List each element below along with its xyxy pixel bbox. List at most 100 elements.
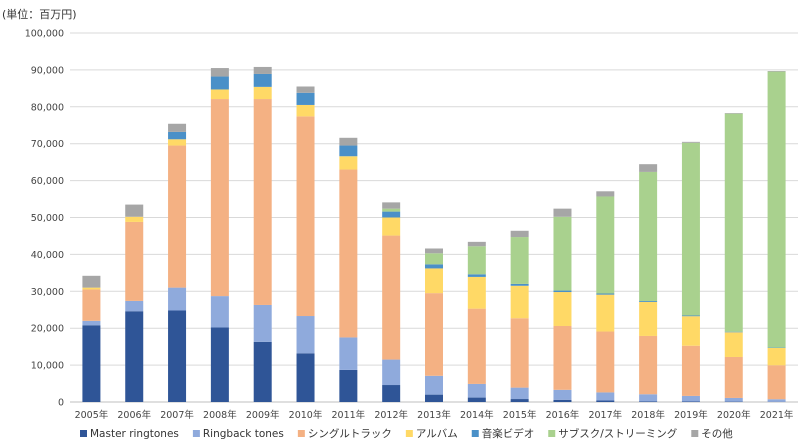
bar-segment (210, 76, 229, 90)
bar-segment (253, 304, 272, 342)
bar-segment (339, 169, 358, 338)
bar-segment (553, 292, 572, 326)
bar-segment (681, 345, 700, 396)
bar-segment (639, 301, 658, 303)
bar-stack (382, 202, 401, 402)
bar-stack (596, 191, 615, 402)
bar-segment (596, 196, 615, 294)
bar-segment (168, 131, 187, 140)
bar-stack (467, 241, 486, 402)
x-tick-label: 2021年 (760, 409, 794, 421)
y-tick-label: 100,000 (25, 29, 64, 40)
bar-stack (296, 86, 315, 402)
bar-segment (168, 287, 187, 311)
bar-segment (82, 320, 101, 326)
bar-segment (253, 341, 272, 402)
y-tick-label: 90,000 (31, 65, 64, 76)
bar-stack (339, 137, 358, 402)
y-tick-label: 60,000 (31, 176, 64, 187)
bar-segment (253, 73, 272, 87)
bar-segment (296, 92, 315, 105)
bar-segment (767, 365, 786, 400)
bar-stack (253, 66, 272, 402)
bar-segment (510, 387, 529, 400)
bar-segment (382, 385, 401, 402)
y-tick-label: 20,000 (31, 324, 64, 335)
bar-segment (296, 86, 315, 93)
legend-label: サブスク/ストリーミング (558, 427, 678, 440)
bar-stack (681, 141, 700, 402)
bar-segment (296, 353, 315, 402)
bar-segment (639, 394, 658, 402)
x-tick-label: 2009年 (246, 409, 280, 421)
bar-stack (510, 230, 529, 402)
bar-segment (382, 208, 401, 212)
bar-segment (425, 248, 443, 254)
bar-segment (510, 285, 529, 319)
legend-swatch (405, 430, 413, 437)
bar-segment (639, 171, 658, 302)
bar-segment (382, 202, 401, 209)
bar-segment (210, 68, 229, 77)
bar-segment (767, 71, 786, 348)
bar-segment (553, 399, 572, 402)
bar-segment (425, 394, 443, 402)
legend-label: アルバム (416, 428, 458, 440)
legend-swatch (548, 430, 556, 437)
bar-segment (125, 300, 144, 312)
bar-stack (553, 208, 572, 402)
bar-segment (596, 294, 615, 332)
bar-segment (510, 230, 529, 238)
legend-label: Ringback tones (203, 428, 284, 440)
bar-segment (467, 274, 486, 277)
x-tick-label: 2011年 (332, 409, 366, 421)
y-tick-label: 0 (58, 398, 64, 409)
bar-segment (382, 235, 401, 360)
legend: Master ringtones Ringback tones シングルトラック アル… (80, 427, 733, 440)
bar-segment (125, 311, 144, 402)
x-tick-label: 2020年 (717, 409, 751, 421)
bar-segment (467, 241, 486, 247)
legend-swatch (80, 430, 87, 437)
bar-segment (339, 145, 358, 157)
y-tick-label: 80,000 (31, 102, 64, 113)
legend-label: シングルトラック (308, 427, 392, 440)
bar-segment (82, 275, 101, 288)
bar-segment (467, 308, 486, 384)
bar-segment (339, 337, 358, 370)
bar-stack (82, 275, 101, 402)
bar-segment (596, 293, 615, 295)
bar-segment (724, 332, 743, 357)
bar-segment (553, 208, 572, 217)
legend-label: Master ringtones (90, 428, 179, 440)
bar-segment (125, 221, 144, 301)
bar-segment (767, 71, 786, 72)
bar-segment (553, 216, 572, 291)
bar-segment (168, 310, 187, 402)
bar-segment (724, 113, 743, 332)
x-tick-label: 2018年 (631, 409, 665, 421)
bar-segment (253, 99, 272, 305)
bar-segment (425, 293, 443, 376)
bar-segment (339, 137, 358, 146)
bar-segment (681, 315, 700, 317)
y-tick-label: 30,000 (31, 287, 64, 298)
bar-segment (296, 104, 315, 117)
unit-label: (単位：百万円) (2, 7, 77, 21)
bar-segment (681, 395, 700, 402)
bar-segment (467, 246, 486, 275)
bar-segment (210, 89, 229, 100)
bar-segment (82, 289, 101, 321)
legend-swatch (471, 430, 479, 437)
bar-stack (125, 204, 144, 402)
bar-segment (168, 145, 187, 288)
legend-swatch (192, 430, 200, 437)
x-axis-ticks: 2005年 2006年 2007年 2008年 2009年 2010年 2011年 2012年… (75, 409, 794, 421)
x-tick-label: 2015年 (503, 409, 537, 421)
bar-segment (596, 191, 615, 197)
y-tick-label: 50,000 (31, 213, 64, 224)
x-tick-label: 2017年 (588, 409, 622, 421)
bar-segment (553, 325, 572, 390)
bar-segment (425, 253, 443, 265)
